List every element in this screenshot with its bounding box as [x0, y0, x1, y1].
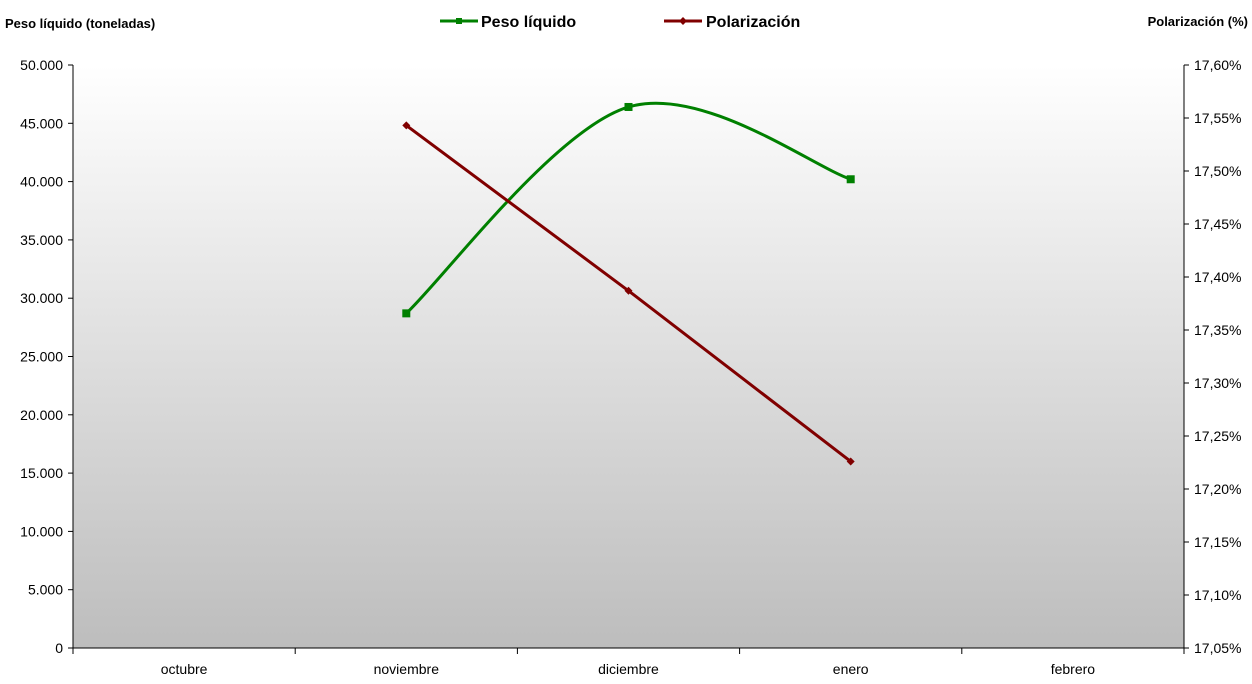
legend: Peso líquido Polarización	[440, 14, 800, 31]
x-tick-label: enero	[833, 661, 869, 677]
y-right-tick-label: 17,50%	[1194, 163, 1241, 179]
x-tick-label: febrero	[1051, 661, 1096, 677]
x-tick-label: noviembre	[374, 661, 440, 677]
y-right-tick-label: 17,05%	[1194, 640, 1241, 656]
y-right-axis-title: Polarización (%)	[1148, 14, 1248, 29]
y-right-tick-label: 17,55%	[1194, 110, 1241, 126]
data-point-polarizacion	[846, 457, 855, 466]
x-tick-label: diciembre	[598, 661, 659, 677]
legend-label-peso: Peso líquido	[481, 14, 576, 31]
x-tick-label: octubre	[161, 661, 208, 677]
y-left-tick-label: 0	[55, 640, 63, 656]
y-left-tick-label: 45.000	[20, 115, 63, 131]
y-left-tick-label: 10.000	[20, 523, 63, 539]
y-right-tick-label: 17,15%	[1194, 534, 1241, 550]
plot-area	[73, 65, 1184, 648]
y-left-tick-label: 20.000	[20, 407, 63, 423]
y-right-tick-label: 17,10%	[1194, 587, 1241, 603]
y-right-tick-label: 17,25%	[1194, 428, 1241, 444]
y-left-axis-title: Peso líquido (toneladas)	[5, 16, 155, 31]
y-left-tick-label: 30.000	[20, 290, 63, 306]
legend-label-polarizacion: Polarización	[706, 14, 800, 31]
y-left-tick-label: 5.000	[28, 582, 63, 598]
data-point-peso	[846, 175, 855, 184]
axes: 0 5.000 10.000 15.000 20.000 25.000 30.000 35.0…	[20, 57, 1241, 677]
y-left-tick-label: 35.000	[20, 232, 63, 248]
y-right-tick-label: 17,30%	[1194, 375, 1241, 391]
y-right-tick-label: 17,35%	[1194, 322, 1241, 338]
y-left-tick-label: 25.000	[20, 349, 63, 365]
y-left-tick-label: 40.000	[20, 174, 63, 190]
y-left-tick-label: 50.000	[20, 57, 63, 73]
data-point-polarizacion	[402, 121, 411, 130]
y-right-tick-label: 17,40%	[1194, 269, 1241, 285]
y-left-tick-label: 15.000	[20, 465, 63, 481]
data-point-peso	[624, 102, 633, 111]
legend-marker-polarizacion	[679, 17, 687, 25]
series-layer	[402, 101, 855, 466]
y-right-tick-label: 17,60%	[1194, 57, 1241, 73]
data-point-peso	[402, 309, 411, 318]
y-right-tick-label: 17,45%	[1194, 216, 1241, 232]
y-right-tick-label: 17,20%	[1194, 481, 1241, 497]
data-point-polarizacion	[624, 286, 633, 295]
legend-marker-peso	[456, 18, 462, 24]
